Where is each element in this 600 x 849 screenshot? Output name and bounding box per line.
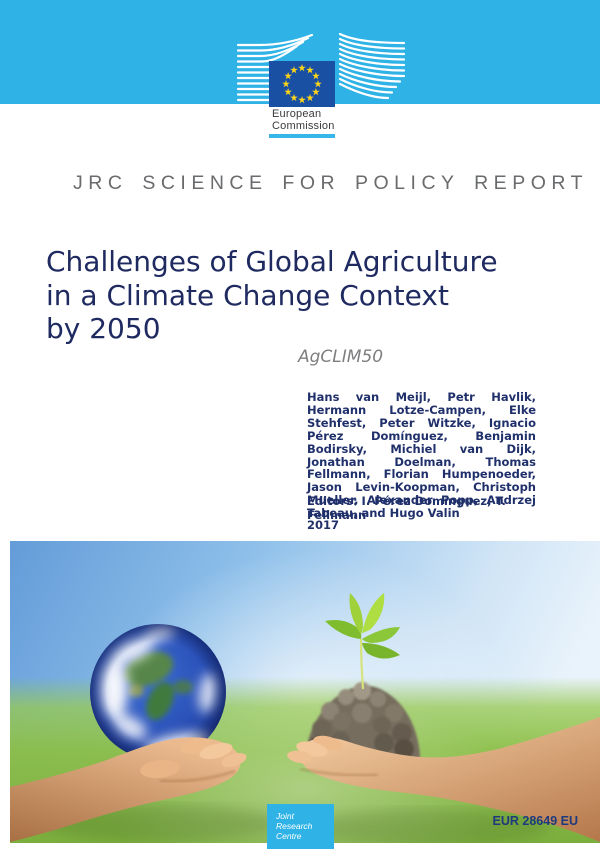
authors-paragraph: Hans van Meijl, Petr Havlik, Hermann Lot… bbox=[307, 390, 536, 521]
left-hand-illustration bbox=[10, 737, 247, 842]
right-hand-shadow bbox=[310, 809, 550, 843]
ec-logo-rule bbox=[269, 134, 335, 138]
report-title: Challenges of Global Agriculture in a Cl… bbox=[46, 245, 498, 346]
jrc-badge-line2: Research bbox=[276, 821, 313, 831]
european-commission-logo-icon bbox=[236, 33, 406, 107]
publication-year: 2017 bbox=[307, 518, 340, 532]
jrc-badge-line1: Joint bbox=[276, 811, 294, 821]
cover-photo bbox=[10, 541, 600, 843]
right-hand-illustration bbox=[287, 717, 600, 842]
editors-line: Editors: I. Pérez Domínguez, T. Fellmann bbox=[307, 494, 506, 522]
report-number: EUR 28649 EU bbox=[492, 814, 578, 828]
report-subtitle: AgCLIM50 bbox=[298, 347, 384, 367]
report-series-heading: JRC SCIENCE FOR POLICY REPORT bbox=[73, 172, 589, 194]
ec-wordmark-line2: Commission bbox=[272, 120, 335, 132]
logo-wave-lines-right bbox=[338, 33, 406, 100]
ec-wordmark-line1: European bbox=[272, 108, 322, 120]
logo-wave-lines-left bbox=[236, 33, 314, 102]
title-line-2: in a Climate Change Context bbox=[46, 278, 449, 312]
jrc-badge: Joint Research Centre bbox=[267, 804, 334, 849]
seedling-illustration bbox=[325, 593, 400, 690]
title-line-1: Challenges of Global Agriculture bbox=[46, 245, 498, 278]
ec-wordmark: European Commission bbox=[272, 108, 335, 132]
jrc-badge-line3: Centre bbox=[276, 831, 302, 841]
eu-flag-stars bbox=[282, 64, 322, 104]
title-line-3: by 2050 bbox=[46, 312, 161, 345]
